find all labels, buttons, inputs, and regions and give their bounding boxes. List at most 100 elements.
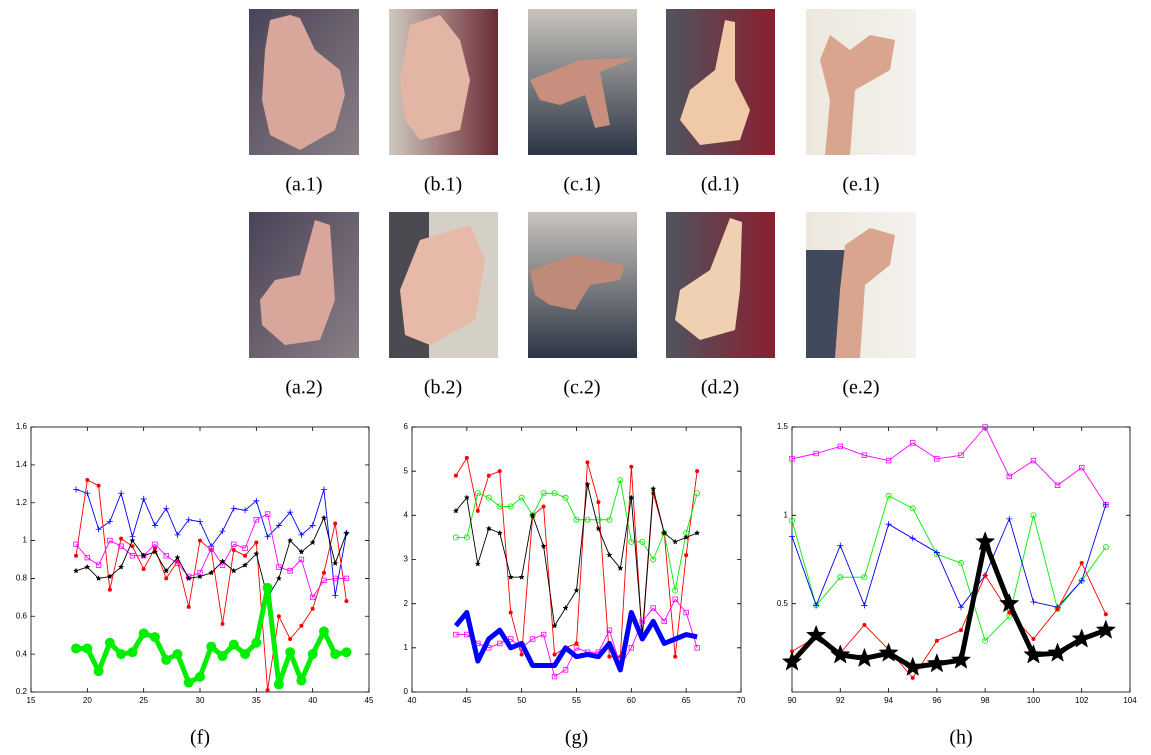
marker <box>195 672 205 682</box>
x-tick-label: 94 <box>884 696 893 705</box>
marker <box>164 576 168 580</box>
marker <box>911 676 915 680</box>
x-tick-label: 20 <box>83 696 92 705</box>
marker <box>276 576 281 581</box>
series-line <box>792 427 1106 505</box>
y-tick-label: 2 <box>404 599 409 608</box>
y-tick-label: 0 <box>404 687 409 696</box>
marker <box>221 622 225 626</box>
marker <box>172 649 182 659</box>
marker <box>184 678 194 688</box>
marker <box>861 602 867 608</box>
marker <box>498 469 502 473</box>
marker <box>475 561 480 566</box>
image-caption: (e.2) <box>842 377 879 399</box>
marker <box>71 643 81 653</box>
marker <box>152 522 158 528</box>
x-tick-label: 92 <box>836 696 845 705</box>
marker <box>563 605 568 610</box>
marker <box>187 605 191 609</box>
marker <box>229 640 239 650</box>
x-tick-label: 70 <box>737 696 746 705</box>
x-tick-label: 45 <box>462 696 471 705</box>
marker <box>935 639 939 643</box>
marker <box>575 641 579 645</box>
marker <box>274 679 284 689</box>
marker <box>197 519 203 525</box>
y-tick-label: 6 <box>404 422 409 431</box>
x-tick-label: 100 <box>1027 696 1041 705</box>
y-tick-label: 0.2 <box>16 687 28 696</box>
marker <box>837 542 843 548</box>
marker <box>321 486 327 492</box>
marker <box>288 637 292 641</box>
marker <box>218 651 228 661</box>
chart-caption: (f) <box>190 727 210 749</box>
marker <box>520 652 524 656</box>
x-tick-label: 55 <box>572 696 581 705</box>
photo <box>528 212 637 358</box>
marker <box>983 573 987 577</box>
marker <box>161 655 171 665</box>
marker <box>263 583 273 593</box>
marker <box>673 655 677 659</box>
marker <box>163 505 169 511</box>
marker <box>299 624 303 628</box>
x-tick-label: 96 <box>932 696 941 705</box>
photo <box>528 9 637 155</box>
marker <box>695 530 700 535</box>
series-line <box>76 489 346 595</box>
marker <box>596 500 600 504</box>
chart: 90929496981001021040.511.5(h) <box>777 422 1137 748</box>
marker <box>1080 561 1084 565</box>
marker <box>574 588 579 593</box>
marker <box>607 655 611 659</box>
photo <box>249 212 359 358</box>
marker <box>862 623 866 627</box>
photo <box>389 9 498 155</box>
y-tick-label: 0.8 <box>16 574 28 583</box>
marker <box>108 588 112 592</box>
marker <box>789 534 795 540</box>
marker <box>105 638 115 648</box>
marker <box>341 647 351 657</box>
x-tick-label: 98 <box>981 696 990 705</box>
image-caption: (a.2) <box>285 377 322 399</box>
series-line <box>792 505 1106 607</box>
x-tick-label: 102 <box>1075 696 1089 705</box>
marker <box>910 535 916 541</box>
marker <box>266 688 270 692</box>
marker <box>198 574 203 579</box>
marker <box>311 607 315 611</box>
chart: 152025303540450.20.40.60.811.21.41.6(f) <box>16 422 374 748</box>
marker <box>476 509 480 513</box>
photo <box>389 212 498 358</box>
marker <box>1104 612 1108 616</box>
marker <box>96 526 102 532</box>
chart: 404550556065700123456(g) <box>404 422 746 748</box>
photo <box>806 9 916 155</box>
series-line <box>792 496 1106 641</box>
marker <box>296 676 306 686</box>
marker <box>186 576 191 581</box>
photo <box>666 9 775 155</box>
marker <box>116 649 126 659</box>
marker <box>542 505 546 509</box>
y-tick-label: 1.2 <box>16 498 28 507</box>
marker <box>107 519 113 525</box>
marker <box>243 554 247 558</box>
marker <box>97 484 101 488</box>
marker <box>198 539 202 543</box>
marker <box>465 456 469 460</box>
marker <box>1048 643 1067 661</box>
plot-frame <box>31 427 369 692</box>
marker <box>206 642 216 652</box>
image-caption: (b.2) <box>424 377 462 399</box>
marker <box>629 465 633 469</box>
photo <box>249 9 359 155</box>
marker <box>344 599 348 603</box>
figure: (a.1)(b.1)(c.1)(d.1)(e.1)(a.2)(b.2)(c.2)… <box>0 0 1151 755</box>
marker <box>285 647 295 657</box>
chart-caption: (g) <box>565 727 588 749</box>
marker <box>277 614 281 618</box>
